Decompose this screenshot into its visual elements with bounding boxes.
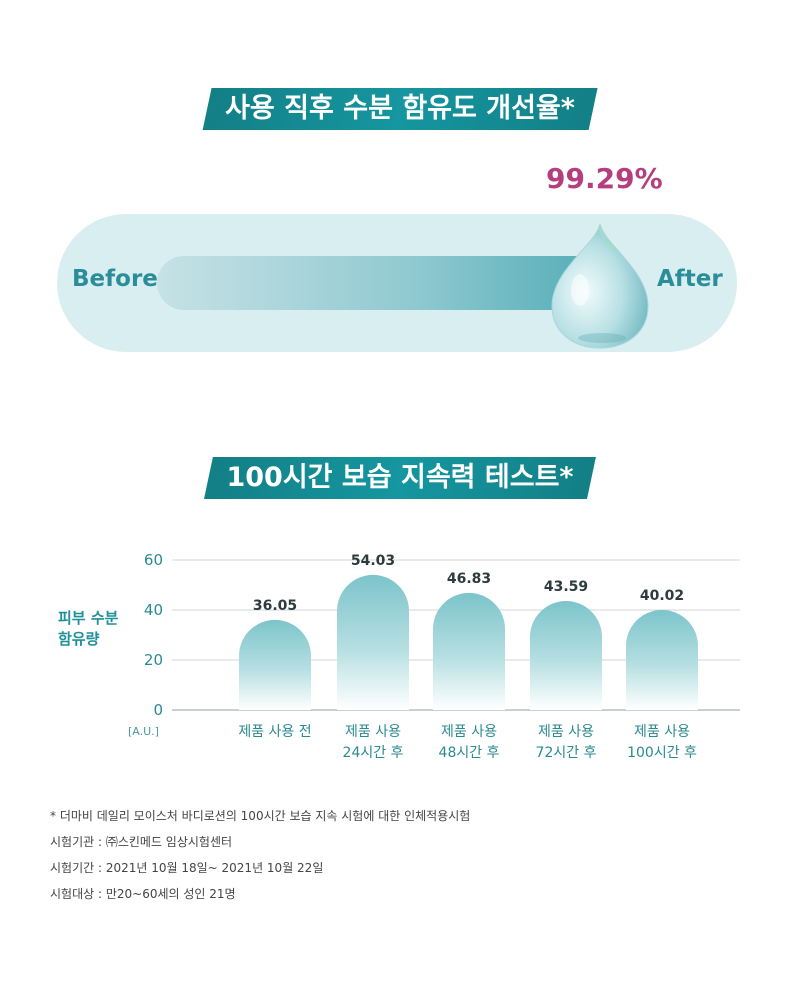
water-drop-icon: [551, 223, 649, 349]
bar: [626, 609, 698, 710]
footnotes: * 더마비 데일리 모이스처 바디로션의 100시간 보습 지속 시험에 대한 …: [50, 803, 470, 907]
moisture-test-title: 100시간 보습 지속력 테스트*: [226, 462, 574, 493]
footnote-line: 시험기간 : 2021년 10월 18일~ 2021년 10월 22일: [50, 861, 324, 875]
y-axis-title-line-2: 함유량: [58, 630, 100, 648]
y-axis-title-line-1: 피부 수분: [58, 609, 119, 627]
bar-value-label: 46.83: [447, 571, 491, 587]
x-category-label: 72시간 후: [536, 745, 597, 761]
bar-value-label: 40.02: [640, 588, 684, 604]
footnote-line: 시험대상 : 만20~60세의 성인 21명: [50, 887, 236, 901]
x-category-label: 100시간 후: [627, 745, 697, 761]
improvement-value: 99.29%: [546, 162, 663, 195]
y-tick-label: 20: [144, 651, 163, 669]
x-category-label: 제품 사용: [441, 724, 497, 740]
x-category-label: 24시간 후: [343, 745, 404, 761]
moisture-bar-chart: 0 20 40 60 36.05 제품 사용 전 54.03 제품 사용 24시간 후 46.83…: [144, 551, 740, 761]
moisture-test-title-banner: 100시간 보습 지속력 테스트*: [203, 457, 597, 499]
x-category-label: 제품 사용: [345, 724, 401, 740]
after-label: After: [657, 266, 723, 292]
bar-value-label: 43.59: [544, 579, 588, 595]
y-tick-label: 60: [144, 551, 163, 569]
footnote-line: 시험기관 : ㈜스킨메드 임상시험센터: [50, 835, 233, 849]
bar: [433, 592, 505, 710]
before-label: Before: [72, 266, 158, 292]
bar: [337, 574, 409, 710]
x-category-label: 48시간 후: [439, 745, 500, 761]
x-category-label: 제품 사용: [538, 724, 594, 740]
x-category-label: 제품 사용 전: [238, 724, 311, 740]
bar: [239, 619, 311, 710]
bar-value-label: 54.03: [351, 553, 395, 569]
improvement-title: 사용 직후 수분 함유도 개선율*: [225, 93, 575, 124]
footnote-line: * 더마비 데일리 모이스처 바디로션의 100시간 보습 지속 시험에 대한 …: [50, 809, 471, 823]
x-category-label: 제품 사용: [634, 724, 690, 740]
y-tick-label: 40: [144, 601, 163, 619]
bar-value-label: 36.05: [253, 598, 297, 614]
bar: [530, 601, 602, 710]
improvement-title-banner: 사용 직후 수분 함유도 개선율*: [202, 88, 598, 130]
y-tick-label: 0: [153, 701, 163, 719]
progress-track: [157, 256, 627, 310]
y-axis-unit: [A.U.]: [128, 725, 159, 738]
